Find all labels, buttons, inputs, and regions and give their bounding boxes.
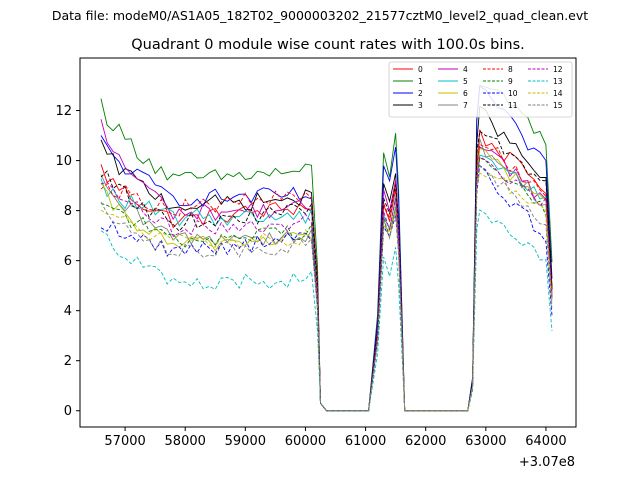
y-tick-label: 10	[55, 154, 72, 169]
plot-frame	[79, 57, 577, 428]
x-axis: 57000 58000 59000 60000 61000 62000 63000 64000	[104, 427, 567, 449]
legend-label: 5	[463, 77, 468, 86]
legend-label: 14	[553, 89, 563, 98]
chart-title: Quadrant 0 module wise count rates with …	[131, 37, 525, 53]
x-tick-label: 64000	[525, 434, 566, 449]
legend-label: 10	[508, 89, 518, 98]
x-offset-text: +3.07e8	[519, 455, 575, 470]
y-tick-label: 2	[64, 354, 72, 369]
x-tick-label: 59000	[225, 434, 266, 449]
legend-label: 4	[463, 65, 468, 74]
y-tick-label: 12	[55, 104, 72, 119]
y-tick-label: 4	[64, 304, 72, 319]
legend-label: 15	[553, 101, 563, 110]
x-tick-label: 58000	[165, 434, 206, 449]
legend-label: 7	[463, 101, 468, 110]
y-tick-label: 6	[64, 254, 72, 269]
legend-box	[388, 61, 573, 118]
legend-label: 2	[418, 89, 423, 98]
legend-label: 11	[508, 101, 518, 110]
file-suptitle: Data file: modeM0/AS1A05_182T02_90000032…	[52, 8, 588, 23]
series-line-15	[100, 165, 553, 412]
legend-label: 1	[418, 77, 423, 86]
x-tick-label: 63000	[465, 434, 506, 449]
x-tick-label: 61000	[345, 434, 386, 449]
series-line-12	[100, 156, 553, 412]
series-layer	[100, 84, 553, 412]
y-tick-label: 0	[64, 404, 72, 419]
x-tick-label: 57000	[104, 434, 145, 449]
x-tick-label: 60000	[285, 434, 326, 449]
legend-label: 0	[418, 65, 423, 74]
legend-label: 6	[463, 89, 468, 98]
legend-label: 3	[418, 101, 423, 110]
x-tick-label: 62000	[405, 434, 446, 449]
legend-label: 13	[553, 77, 563, 86]
y-axis: 0 2 4 6 8 10 12	[55, 104, 80, 419]
legend-label: 9	[508, 77, 513, 86]
legend-label: 12	[553, 65, 563, 74]
y-tick-label: 8	[64, 204, 72, 219]
legend-label: 8	[508, 65, 513, 74]
